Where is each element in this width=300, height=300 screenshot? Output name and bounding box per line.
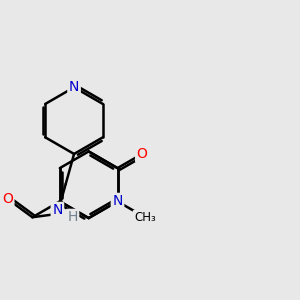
- Text: N: N: [69, 80, 79, 94]
- Text: O: O: [136, 147, 148, 161]
- Text: N: N: [52, 203, 63, 218]
- Text: N: N: [112, 194, 123, 208]
- Text: H: H: [67, 210, 78, 224]
- Text: O: O: [2, 192, 13, 206]
- Text: CH₃: CH₃: [134, 212, 156, 224]
